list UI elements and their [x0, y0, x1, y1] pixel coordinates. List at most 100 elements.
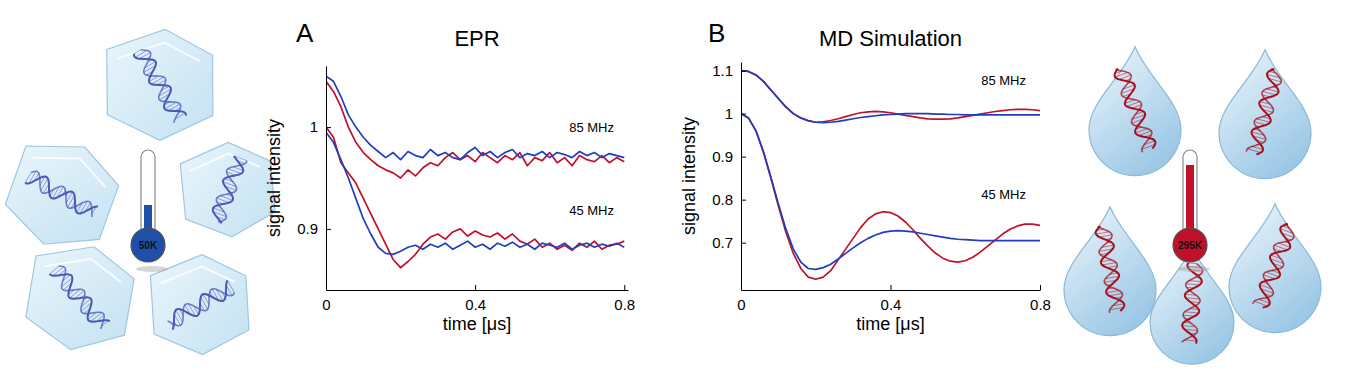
data-line [326, 81, 624, 178]
dna-helix [1253, 222, 1298, 309]
ice-cube-highlight [116, 39, 200, 68]
dna-rung [1267, 89, 1279, 92]
data-line [326, 76, 624, 159]
dna-rung [176, 310, 183, 322]
y-tick-mark [741, 200, 746, 201]
dna-rung [152, 77, 164, 84]
x-tick-label: 0.8 [614, 296, 635, 313]
x-tick-label: 0 [737, 296, 745, 313]
curve-label: 45 MHz [569, 203, 614, 218]
y-tick-mark [741, 157, 746, 158]
data-line [326, 127, 624, 268]
ice-cube [23, 241, 136, 354]
x-tick-mark [624, 285, 625, 290]
dna-rung [1109, 293, 1122, 295]
dna-rung [1257, 119, 1271, 123]
data-line [741, 71, 1040, 123]
x-tick: 0.4 [881, 285, 902, 313]
y-tick: 1 [310, 118, 331, 135]
dna-rung [1247, 149, 1261, 153]
x-tick-label: 0.8 [1030, 296, 1051, 313]
thermometer: 50K [131, 150, 168, 272]
dna-rung [220, 196, 233, 201]
dna-helix [1113, 65, 1158, 152]
dna-helix [25, 169, 98, 220]
data-line [741, 71, 1040, 123]
dna-strand [209, 155, 247, 224]
curve-label: 45 MHz [981, 187, 1026, 202]
x-tick: 0.8 [614, 285, 635, 313]
ice-cube-body [100, 25, 219, 144]
dna-rung [1186, 284, 1200, 285]
dna-rung [1262, 91, 1275, 95]
dna-rung [165, 102, 177, 109]
ice-cube-highlight [30, 147, 111, 187]
droplet [1089, 47, 1181, 176]
y-tick-label: 0.8 [712, 191, 733, 208]
y-tick: 0.8 [712, 191, 746, 208]
dna-strand [1113, 65, 1158, 152]
x-axis: 0 0.4 0.8 [322, 285, 635, 313]
data-line [741, 114, 1040, 270]
illustration-liquid: 295K [1064, 47, 1321, 364]
dna-rung [217, 198, 230, 203]
droplet [1219, 50, 1311, 179]
droplet [1229, 204, 1321, 333]
droplet-body [1219, 50, 1311, 179]
dna-helix [49, 264, 109, 332]
thermometer-bulb [131, 228, 165, 262]
thermometer: 295K [1173, 150, 1210, 272]
dna-rung [174, 314, 180, 325]
thermometer-label: 295K [1178, 240, 1203, 251]
dna-strand [165, 280, 235, 330]
figure: 50K295K00.40.80.91EPRtime [μs]signal int… [0, 0, 1350, 368]
y-axis: 0.91 [297, 67, 331, 291]
chart-title: MD Simulation [819, 26, 962, 51]
dna-rung [41, 178, 48, 190]
ice-cube-highlight [44, 255, 123, 283]
x-tick-label: 0 [322, 296, 330, 313]
ice-cube [100, 25, 219, 144]
y-tick-label: 0.9 [297, 220, 318, 237]
dna-rung [1189, 281, 1202, 282]
dna-rung [68, 195, 75, 207]
thermometer-bulb [1173, 228, 1207, 262]
dna-rung [1102, 263, 1116, 265]
droplet-body [1089, 47, 1181, 176]
dna-strand [1095, 224, 1126, 312]
thermometer-label: 50K [139, 240, 158, 251]
dna-strand [1253, 222, 1298, 309]
dna-rung [227, 280, 234, 292]
y-tick-mark [326, 229, 331, 230]
dna-rung [1096, 232, 1109, 234]
panel-label: B [708, 18, 725, 48]
x-tick: 0.4 [465, 285, 486, 313]
y-axis-line [741, 63, 742, 291]
y-axis: 0.70.80.911.1 [712, 62, 746, 291]
droplet [1150, 247, 1234, 365]
dna-rung [1099, 235, 1112, 237]
x-axis-line [742, 290, 1041, 291]
dna-rung [134, 50, 141, 54]
x-tick-label: 0.4 [465, 296, 486, 313]
dna-strand [1113, 65, 1158, 152]
x-tick-label: 0.4 [881, 296, 902, 313]
droplet [1064, 207, 1156, 336]
y-tick-mark [741, 71, 746, 72]
chart: 00.40.80.70.80.911.1MD Simulationtime [μ… [679, 18, 1051, 334]
y-tick-label: 0.9 [712, 148, 733, 165]
dna-strand [49, 264, 109, 332]
y-tick: 1 [725, 105, 746, 122]
chart: 00.40.80.91EPRtime [μs]signal intensityA… [264, 18, 635, 334]
dna-strand [1095, 224, 1126, 312]
y-tick: 0.9 [712, 148, 746, 165]
dna-rung [169, 104, 181, 111]
dna-rung [49, 266, 58, 274]
y-axis-title: signal intensity [264, 119, 284, 237]
dna-rung [1135, 129, 1147, 133]
thermometer-shadow [1178, 266, 1210, 272]
dna-strand [165, 280, 235, 330]
dna-helix [165, 280, 235, 330]
y-tick-mark [741, 243, 746, 244]
dna-rung [1106, 290, 1119, 292]
